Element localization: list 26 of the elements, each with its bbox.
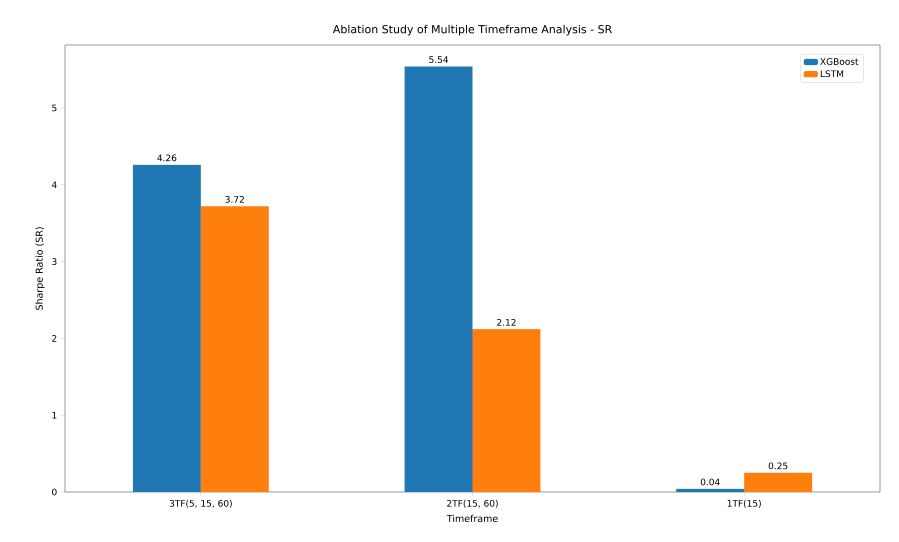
y-tick-label: 2 <box>52 335 56 342</box>
y-tick-label: 1 <box>52 412 56 418</box>
x-tick-label: 2TF(15, 60) <box>447 500 498 508</box>
bar <box>404 66 473 492</box>
data-label: 4.26 <box>157 154 176 162</box>
x-tick-label: 3TF(5, 15, 60) <box>170 500 232 508</box>
data-label: 2.12 <box>497 318 516 326</box>
data-label: 0.25 <box>768 462 788 470</box>
bar <box>132 164 201 492</box>
x-axis-title: Timeframe <box>446 514 498 522</box>
y-tick-label: 5 <box>52 104 56 112</box>
legend-label: XGBoost <box>820 58 858 65</box>
bar <box>744 472 812 492</box>
y-tick-label: 4 <box>52 182 57 188</box>
bar <box>676 488 744 492</box>
x-tick-label: 1TF(15) <box>728 500 761 508</box>
chart-title: Ablation Study of Multiple Timeframe Analysis - SR <box>332 24 612 36</box>
legend-label: LSTM <box>820 70 844 78</box>
y-tick-label: 3 <box>52 258 56 265</box>
bar <box>200 206 269 492</box>
bar <box>472 329 540 492</box>
data-label: 5.54 <box>429 56 448 63</box>
data-label: 0.04 <box>700 478 720 486</box>
y-axis-title: Sharpe Ratio (SR) <box>35 227 45 310</box>
data-label: 3.72 <box>225 196 244 203</box>
y-tick-label: 0 <box>52 488 57 496</box>
